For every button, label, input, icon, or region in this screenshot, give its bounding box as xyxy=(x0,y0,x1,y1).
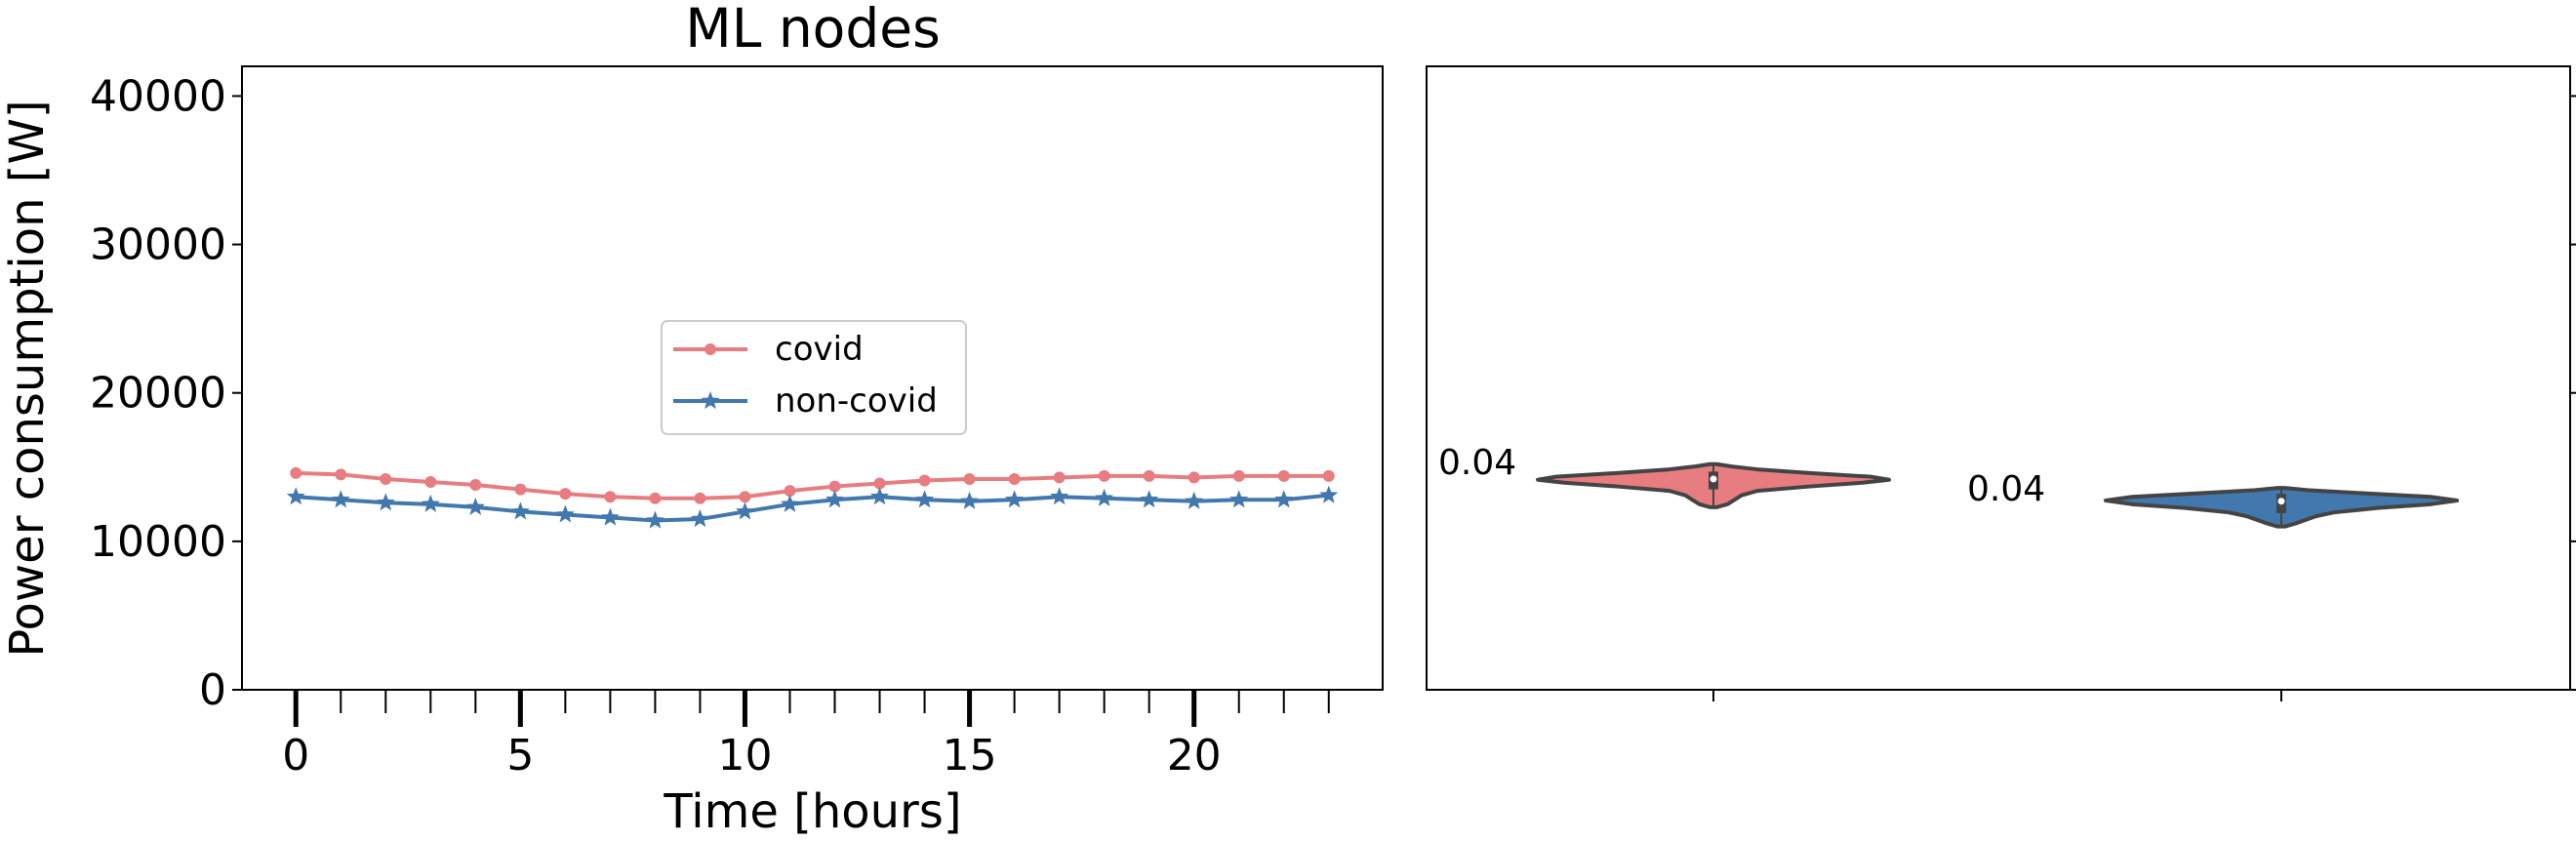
chart-title: ML nodes xyxy=(685,0,941,60)
data-point-covid xyxy=(784,485,796,498)
data-point-covid xyxy=(1098,469,1110,482)
data-point-covid xyxy=(604,491,617,503)
data-point-non-covid xyxy=(1095,488,1114,506)
x-tick-label: 5 xyxy=(506,731,534,781)
data-point-covid xyxy=(1277,469,1290,482)
data-point-covid xyxy=(1143,469,1155,482)
data-point-non-covid xyxy=(376,493,395,511)
violin-median xyxy=(1710,475,1717,483)
violin-plot-frame xyxy=(1426,65,2571,691)
line-plot-ticks: 0 10000 20000 30000 40000 0 5 10 15 20 xyxy=(90,71,1330,781)
data-point-covid xyxy=(380,472,392,485)
data-point-non-covid xyxy=(645,510,664,529)
x-tick-label: 20 xyxy=(1167,731,1222,781)
data-point-non-covid xyxy=(1319,485,1339,503)
data-point-covid xyxy=(739,491,751,503)
violin-plot-ticks xyxy=(1712,95,2576,701)
data-point-covid xyxy=(873,477,886,490)
data-point-covid xyxy=(1232,469,1245,482)
data-point-covid xyxy=(1187,471,1200,484)
data-point-non-covid xyxy=(780,494,799,512)
data-point-non-covid xyxy=(1050,487,1069,505)
data-point-covid xyxy=(335,468,347,481)
x-axis-label: Time [hours] xyxy=(663,784,961,839)
y-tick-label: 0 xyxy=(199,665,226,715)
y-axis-label: Power consumption [W] xyxy=(0,100,55,657)
data-point-non-covid xyxy=(1229,490,1249,508)
data-point-non-covid xyxy=(1140,490,1159,508)
data-point-covid xyxy=(1053,471,1066,484)
data-point-non-covid xyxy=(421,494,440,512)
y-tick-label: 30000 xyxy=(90,220,226,270)
violin-annotation-covid: 0.04 xyxy=(1438,443,1516,483)
data-point-covid xyxy=(649,492,662,504)
data-point-non-covid xyxy=(555,504,575,523)
data-point-covid xyxy=(559,488,572,501)
legend: covid non-covid xyxy=(661,320,967,435)
y-tick-label: 40000 xyxy=(90,71,226,121)
data-point-non-covid xyxy=(1185,491,1204,509)
data-point-covid xyxy=(918,474,931,487)
data-point-non-covid xyxy=(735,501,754,520)
data-point-covid xyxy=(424,476,437,488)
legend-noncovid-marker xyxy=(701,391,720,410)
x-tick-label: 0 xyxy=(282,731,309,781)
data-point-covid xyxy=(1008,472,1021,485)
data-point-covid xyxy=(828,480,841,493)
data-point-non-covid xyxy=(510,501,530,520)
series-line-covid xyxy=(296,470,1329,501)
data-point-non-covid xyxy=(600,507,620,526)
x-tick-label: 10 xyxy=(717,731,772,781)
y-tick-label: 10000 xyxy=(90,517,226,567)
line-plot-series xyxy=(286,466,1339,529)
data-point-non-covid xyxy=(465,497,485,515)
data-point-covid xyxy=(963,472,976,485)
data-point-covid xyxy=(694,492,706,504)
data-point-non-covid xyxy=(1274,490,1294,508)
data-point-covid xyxy=(469,479,482,492)
legend-covid-label: covid xyxy=(775,330,864,369)
y-tick-label: 20000 xyxy=(90,369,226,419)
data-point-non-covid xyxy=(286,487,305,505)
series-line-non-covid xyxy=(296,493,1329,523)
data-point-non-covid xyxy=(690,509,709,528)
data-point-non-covid xyxy=(915,490,935,508)
violin-median xyxy=(2277,498,2285,505)
data-point-non-covid xyxy=(960,491,980,509)
x-tick-label: 15 xyxy=(943,731,997,781)
line-plot-frame xyxy=(241,65,1384,691)
data-point-non-covid xyxy=(825,490,845,508)
data-point-non-covid xyxy=(870,487,890,505)
legend-covid-marker xyxy=(704,343,716,355)
violin-annotation-noncovid: 0.04 xyxy=(1967,469,2045,509)
data-point-covid xyxy=(1322,469,1335,482)
violin-plot-violins xyxy=(1536,461,2459,529)
data-point-non-covid xyxy=(1005,490,1025,508)
data-point-non-covid xyxy=(331,490,350,508)
data-point-covid xyxy=(290,466,302,479)
legend-noncovid-label: non-covid xyxy=(775,381,938,420)
data-point-covid xyxy=(514,483,527,496)
